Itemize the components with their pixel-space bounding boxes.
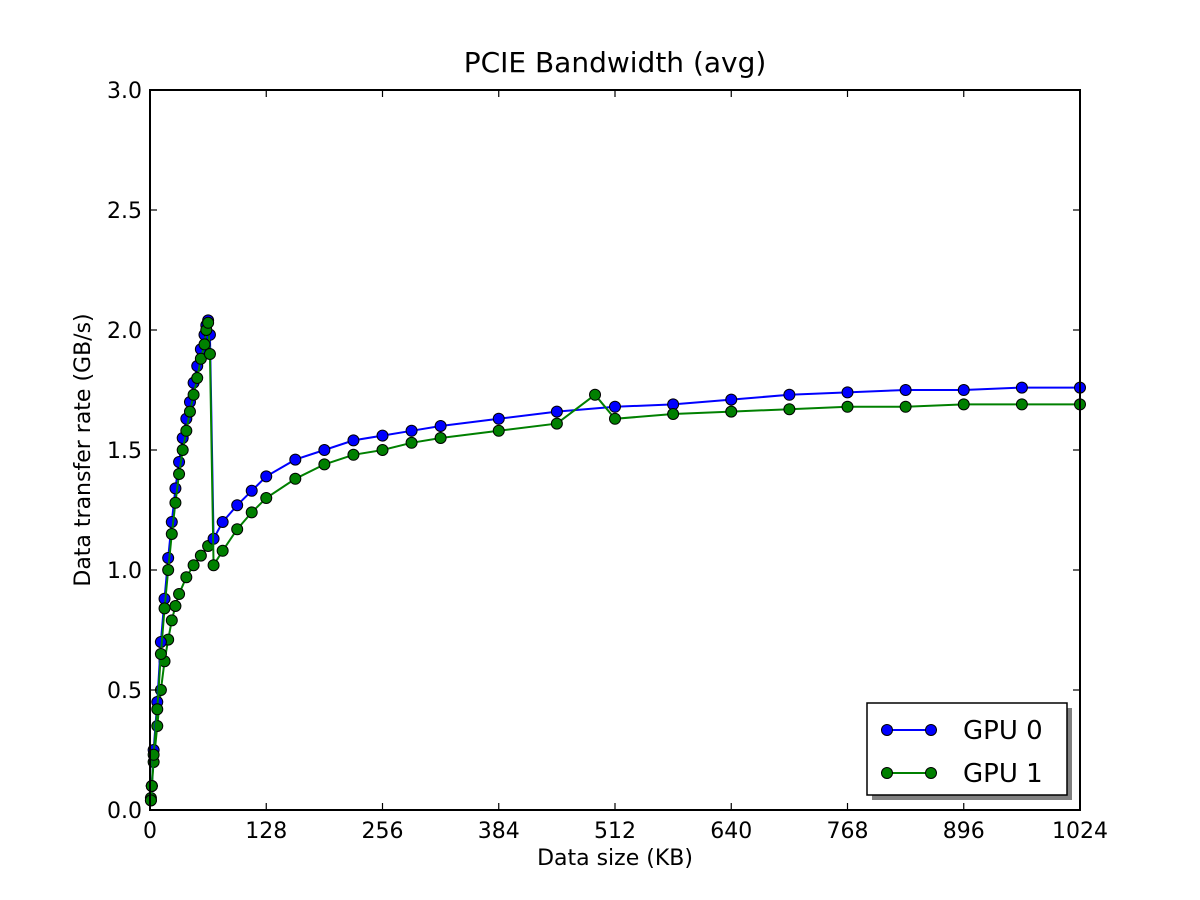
y-axis: 0.0 0.5 1.0 1.5 2.0 2.5 3.0 [107, 79, 1080, 824]
series-point-gpu0 [318, 444, 331, 456]
series-point-gpu1 [289, 472, 302, 485]
series-line-gpu0 [149, 320, 1080, 801]
x-tick-label: 896 [943, 819, 985, 844]
series-point-gpu1 [841, 400, 854, 413]
series-point-gpu0 [405, 424, 418, 437]
legend-marker-gpu1-left [881, 767, 893, 779]
series-point-gpu1 [783, 403, 796, 416]
series-point-gpu1 [245, 506, 258, 519]
series-point-gpu1 [434, 432, 447, 444]
series-point-gpu1 [376, 444, 389, 456]
series-point-gpu0 [783, 388, 796, 401]
series-point-gpu1 [260, 492, 273, 504]
series-point-gpu1 [318, 458, 331, 471]
series-point-gpu1 [162, 564, 175, 576]
series-point-gpu1 [180, 424, 193, 437]
y-tick-label: 1.0 [107, 559, 142, 584]
legend: GPU 0 GPU 1 [866, 702, 1072, 800]
series-point-gpu1 [231, 523, 244, 536]
series-point-gpu1 [187, 388, 200, 401]
series-point-gpu1 [202, 316, 215, 329]
series-point-gpu1 [667, 408, 680, 420]
x-axis-label: Data size (KB) [537, 846, 693, 871]
series-point-gpu0 [609, 400, 621, 413]
x-tick-label: 768 [827, 819, 869, 844]
series-point-gpu0 [245, 484, 258, 497]
series-point-gpu0 [260, 470, 273, 483]
lower-branch-point [165, 614, 178, 627]
lower-branch-point [173, 588, 186, 600]
series-point-gpu0 [347, 434, 360, 447]
series-point-gpu0 [173, 456, 186, 468]
lower-branch-point [180, 571, 193, 584]
y-tick-label: 3.0 [107, 79, 142, 104]
y-tick-label: 2.0 [107, 319, 142, 344]
series-point-gpu0 [725, 393, 738, 406]
series-point-gpu1 [173, 468, 186, 480]
series-point-gpu1 [198, 338, 211, 351]
series-point-gpu1 [151, 703, 164, 716]
series-point-gpu1 [609, 412, 621, 425]
x-tick-label: 256 [362, 819, 404, 844]
series-point-gpu1 [203, 348, 216, 360]
chart-title: PCIE Bandwidth (avg) [464, 46, 767, 79]
lower-branch-point [169, 600, 182, 612]
series-point-gpu1 [154, 648, 167, 660]
lower-branch-point [187, 559, 200, 572]
series-point-gpu1 [165, 528, 178, 540]
series-point-gpu0 [376, 429, 389, 442]
series-point-gpu0 [289, 453, 302, 466]
series-point-gpu1 [899, 400, 912, 413]
series-point-gpu0 [231, 499, 244, 512]
x-tick-label: 384 [478, 819, 520, 844]
series-point-gpu1 [183, 405, 196, 418]
x-tick-label: 512 [594, 819, 636, 844]
legend-box [866, 702, 1068, 796]
x-tick-label: 128 [245, 819, 287, 844]
series-point-gpu0 [216, 516, 229, 528]
x-tick-label: 1024 [1052, 819, 1108, 844]
series-point-gpu1 [207, 559, 220, 572]
series-point-gpu0 [899, 384, 912, 396]
x-axis: 0 128 256 384 512 640 768 896 1024 [143, 90, 1108, 844]
series-point-gpu1 [158, 602, 171, 615]
y-tick-label: 0.5 [107, 679, 142, 704]
series-point-gpu1 [492, 424, 505, 437]
y-axis-label: Data transfer rate (GB/s) [71, 313, 96, 586]
series-point-gpu0 [841, 386, 854, 399]
legend-label-gpu0: GPU 0 [963, 716, 1043, 746]
series-point-gpu0 [434, 420, 447, 432]
legend-label-gpu1: GPU 1 [963, 759, 1043, 789]
legend-marker-gpu1-right [925, 767, 937, 779]
legend-marker-gpu0-right [925, 724, 937, 736]
series-point-gpu1 [589, 388, 602, 401]
lower-branch-point [151, 720, 164, 732]
series-point-gpu1 [216, 544, 229, 557]
x-tick-label: 640 [710, 819, 752, 844]
series-point-gpu1 [169, 496, 182, 509]
y-tick-label: 0.0 [107, 799, 142, 824]
series-point-gpu1 [145, 780, 158, 792]
series-point-gpu0 [169, 482, 182, 495]
series-point-gpu1 [957, 398, 970, 411]
x-tick-label: 0 [143, 819, 157, 844]
legend-marker-gpu0-left [881, 724, 893, 736]
series-point-gpu0 [550, 405, 563, 418]
series-point-gpu0 [1015, 381, 1028, 394]
series-point-gpu1 [405, 436, 418, 449]
plot-area [144, 314, 1086, 807]
y-tick-label: 2.5 [107, 199, 142, 224]
series-point-gpu1 [191, 372, 204, 384]
lower-branch-point [194, 549, 207, 562]
series-point-gpu1 [176, 444, 189, 456]
series-point-gpu1 [1015, 398, 1028, 411]
y-tick-label: 1.5 [107, 439, 142, 464]
series-point-gpu1 [550, 417, 563, 430]
series-point-gpu0 [492, 412, 505, 425]
series-point-gpu1 [347, 448, 360, 461]
series-point-gpu1 [725, 405, 738, 418]
series-point-gpu0 [957, 384, 970, 396]
